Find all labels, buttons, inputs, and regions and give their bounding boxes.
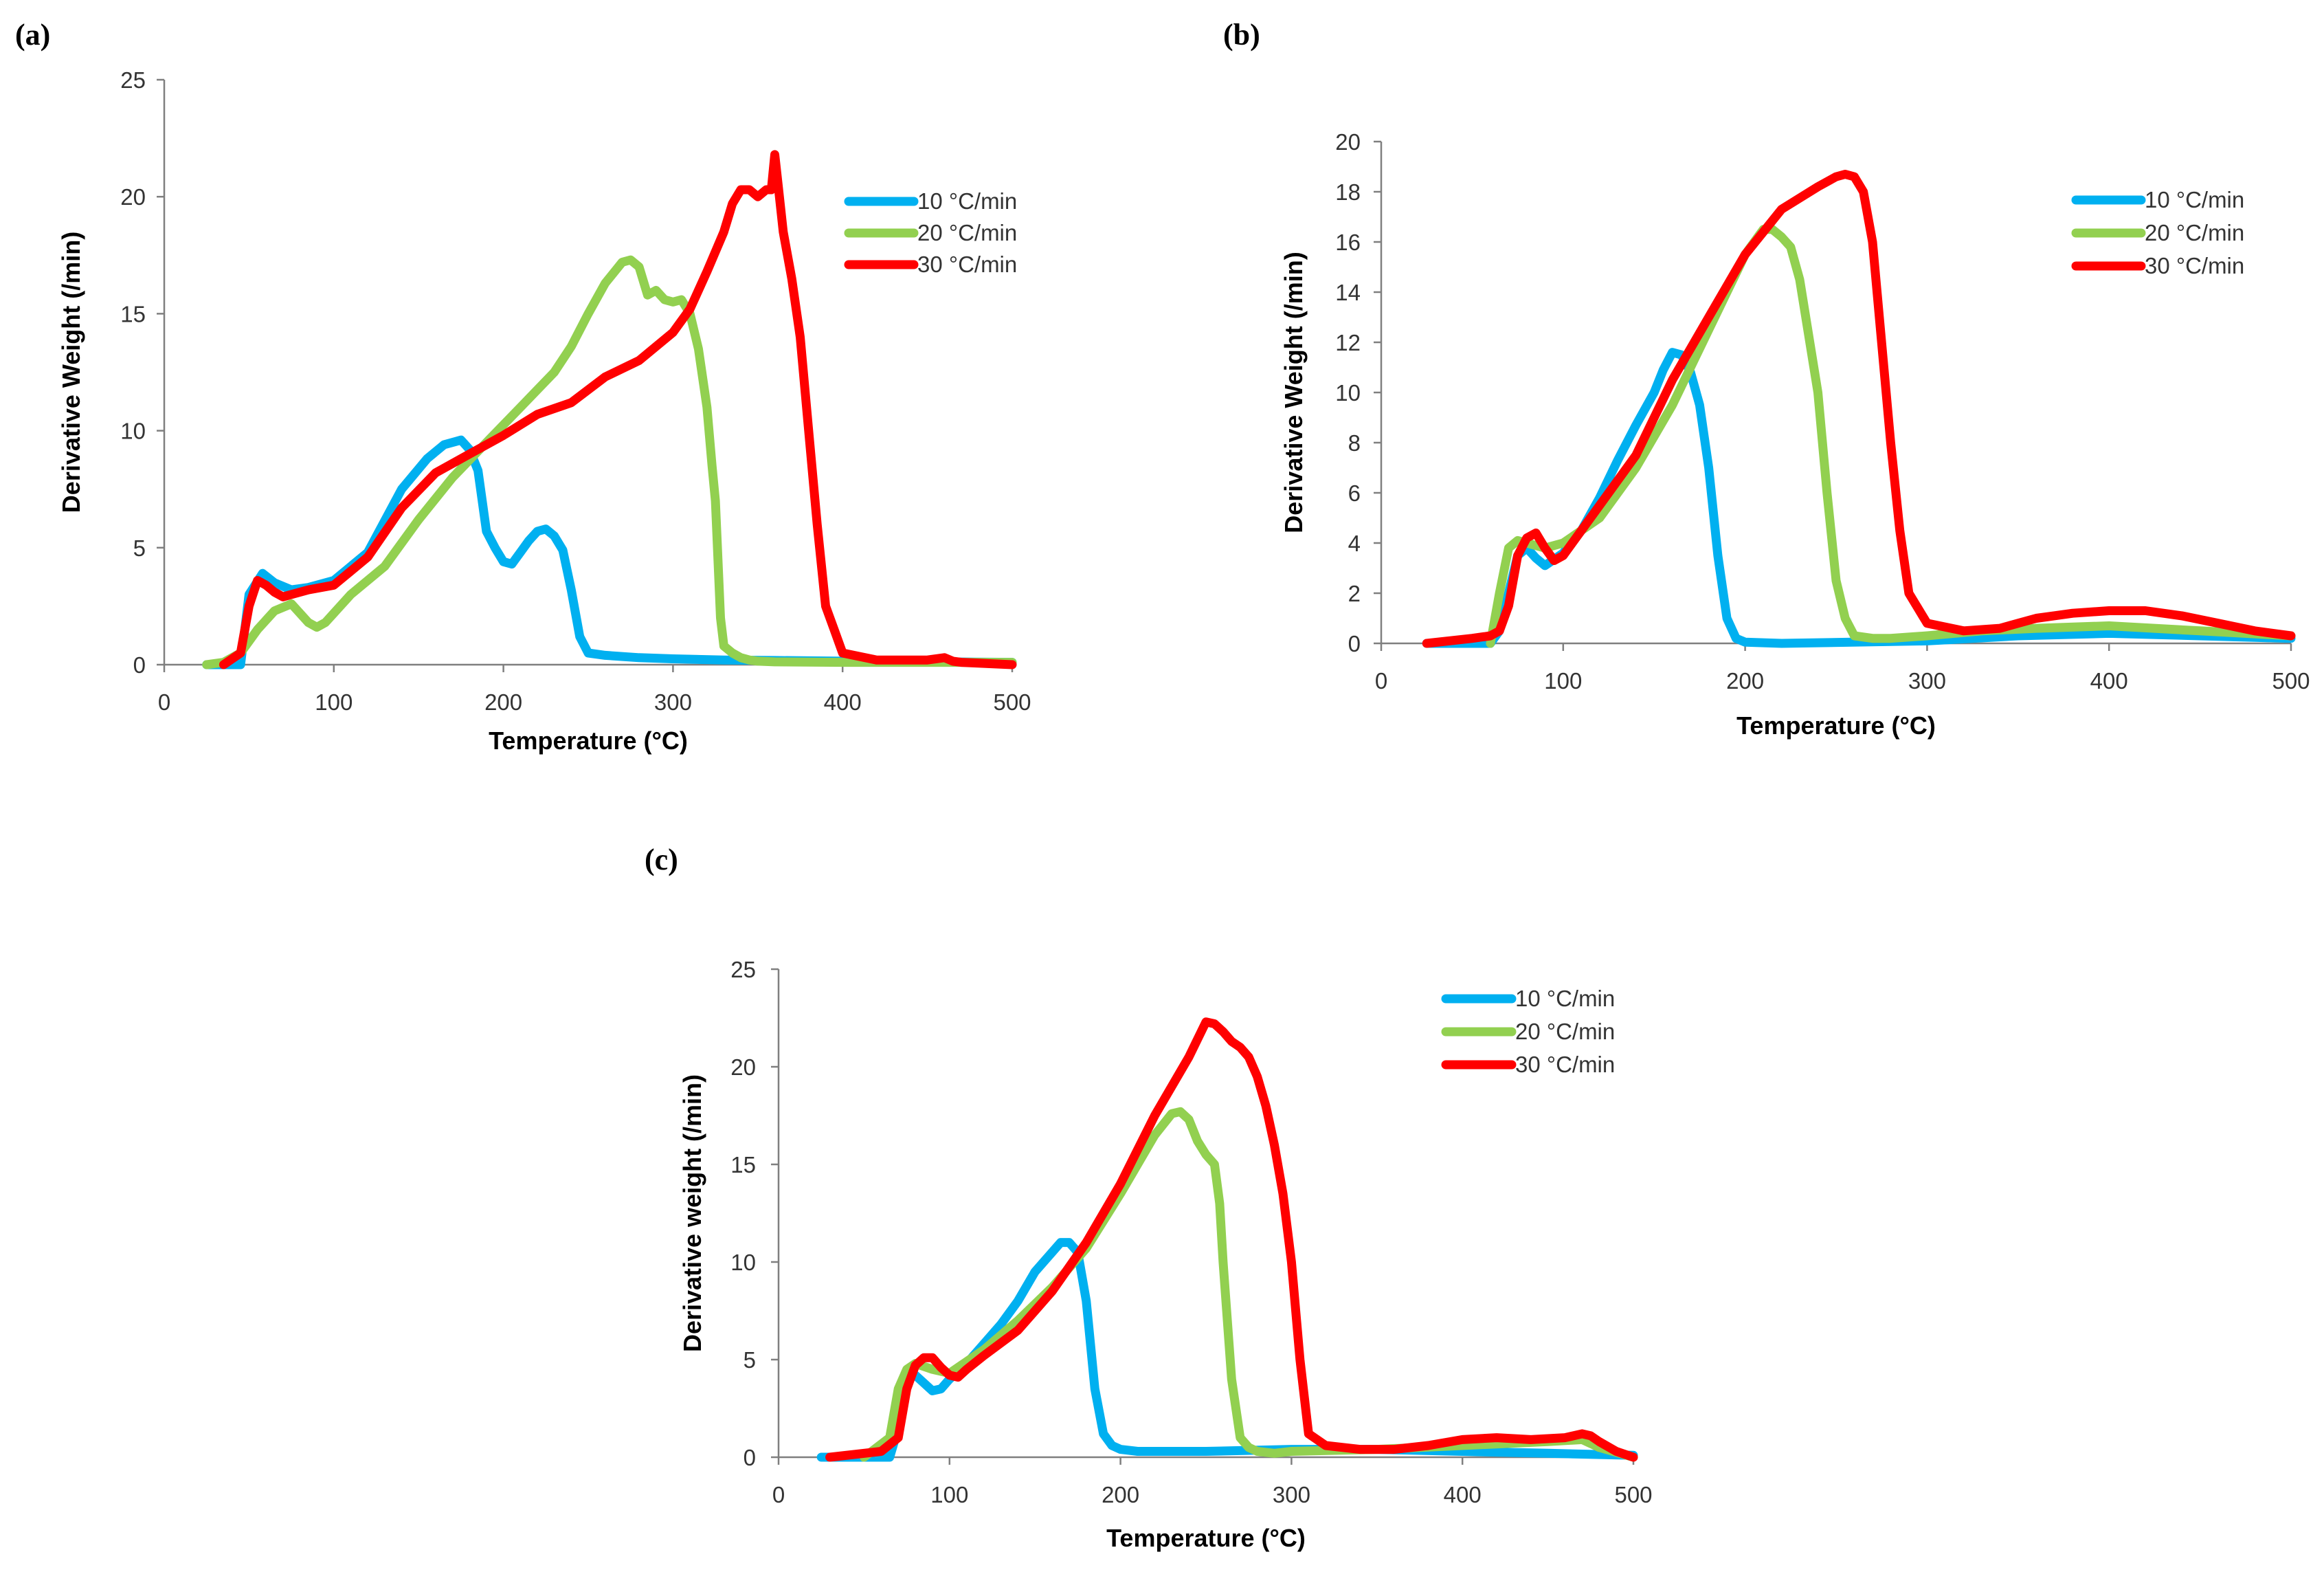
panel-label: (b) bbox=[1223, 18, 1260, 52]
x-tick-label: 100 bbox=[315, 689, 353, 715]
x-tick-label: 300 bbox=[654, 689, 692, 715]
y-tick-label: 5 bbox=[744, 1347, 756, 1373]
series-line-1 bbox=[202, 435, 1017, 669]
legend-label: 20 °C/min bbox=[917, 220, 1017, 245]
y-tick-label: 18 bbox=[1335, 179, 1361, 205]
y-tick-label: 25 bbox=[730, 957, 756, 982]
legend: 10 °C/min 20 °C/min 30 °C/min bbox=[1441, 986, 1615, 1077]
y-tick-label: 10 bbox=[1335, 380, 1361, 406]
y-axis-title: Derivative Weight (/min) bbox=[57, 232, 85, 513]
x-tick-label: 100 bbox=[1544, 668, 1582, 694]
chart-panel-3: (c) 0 100 200 300 400 500 0 5 10 15 20 25 Temperature… bbox=[645, 843, 1653, 1552]
series-line-3 bbox=[219, 150, 1017, 669]
legend-label: 30 °C/min bbox=[1515, 1052, 1615, 1077]
series-line-2 bbox=[859, 1107, 1638, 1462]
y-tick-label: 0 bbox=[744, 1445, 756, 1470]
x-axis-title: Temperature (°C) bbox=[1736, 711, 1936, 740]
series-line-1 bbox=[816, 1238, 1638, 1462]
x-tick-label: 100 bbox=[930, 1482, 968, 1507]
legend-label: 20 °C/min bbox=[1515, 1019, 1615, 1044]
series-line-3 bbox=[825, 1017, 1638, 1462]
y-tick-label: 20 bbox=[1335, 129, 1361, 155]
chart-panel-2: (b) 0 100 200 300 400 500 0 2 4 6 8 10 12 14 16 18 20 Temp… bbox=[1223, 18, 2310, 740]
x-tick-label: 200 bbox=[1726, 668, 1764, 694]
series-line-2 bbox=[202, 255, 1017, 669]
y-axis-title: Derivative weight (/min) bbox=[678, 1074, 706, 1352]
y-tick-label: 4 bbox=[1348, 531, 1361, 556]
chart-panel-1: (a) 0 100 200 300 400 500 0 5 10 15 20 25 Temperature… bbox=[15, 18, 1031, 755]
y-tick-label: 8 bbox=[1348, 430, 1361, 456]
x-tick-label: 400 bbox=[824, 689, 862, 715]
panel-label: (c) bbox=[645, 843, 678, 876]
x-tick-label: 400 bbox=[2090, 668, 2128, 694]
legend-label: 30 °C/min bbox=[2145, 253, 2244, 278]
y-tick-label: 16 bbox=[1335, 230, 1361, 255]
legend-label: 10 °C/min bbox=[917, 188, 1017, 214]
y-tick-label: 10 bbox=[120, 419, 146, 444]
y-tick-label: 2 bbox=[1348, 581, 1361, 606]
y-axis-title: Derivative Weight (/min) bbox=[1280, 252, 1308, 533]
x-tick-label: 0 bbox=[1375, 668, 1387, 694]
y-tick-label: 5 bbox=[133, 535, 146, 561]
legend: 10 °C/min 20 °C/min 30 °C/min bbox=[2071, 187, 2244, 278]
y-tick-label: 6 bbox=[1348, 480, 1361, 506]
x-axis-title: Temperature (°C) bbox=[489, 727, 688, 755]
y-tick-label: 0 bbox=[133, 652, 146, 678]
x-tick-label: 0 bbox=[772, 1482, 785, 1507]
y-tick-label: 15 bbox=[120, 301, 146, 326]
y-tick-label: 15 bbox=[730, 1152, 756, 1177]
legend-label: 20 °C/min bbox=[2145, 220, 2244, 245]
x-tick-label: 400 bbox=[1444, 1482, 1482, 1507]
y-tick-label: 20 bbox=[120, 184, 146, 210]
panel-label: (a) bbox=[15, 18, 50, 52]
x-tick-label: 500 bbox=[993, 689, 1031, 715]
x-axis-title: Temperature (°C) bbox=[1106, 1524, 1306, 1552]
legend-label: 10 °C/min bbox=[2145, 187, 2244, 212]
x-tick-label: 500 bbox=[2272, 668, 2310, 694]
x-tick-label: 300 bbox=[1273, 1482, 1310, 1507]
x-tick-label: 0 bbox=[158, 689, 170, 715]
y-tick-label: 25 bbox=[120, 67, 146, 93]
x-tick-label: 300 bbox=[1908, 668, 1946, 694]
series-line-1 bbox=[1422, 348, 2296, 648]
x-tick-label: 200 bbox=[484, 689, 522, 715]
x-tick-label: 500 bbox=[1614, 1482, 1652, 1507]
y-tick-label: 12 bbox=[1335, 330, 1361, 355]
y-tick-label: 0 bbox=[1348, 631, 1361, 656]
legend-label: 10 °C/min bbox=[1515, 986, 1615, 1011]
y-tick-label: 10 bbox=[730, 1250, 756, 1275]
x-tick-label: 200 bbox=[1102, 1482, 1139, 1507]
legend-label: 30 °C/min bbox=[917, 252, 1017, 277]
y-tick-label: 14 bbox=[1335, 280, 1361, 305]
legend: 10 °C/min 20 °C/min 30 °C/min bbox=[844, 188, 1017, 277]
series-line-3 bbox=[1422, 170, 2296, 648]
y-tick-label: 20 bbox=[730, 1054, 756, 1080]
